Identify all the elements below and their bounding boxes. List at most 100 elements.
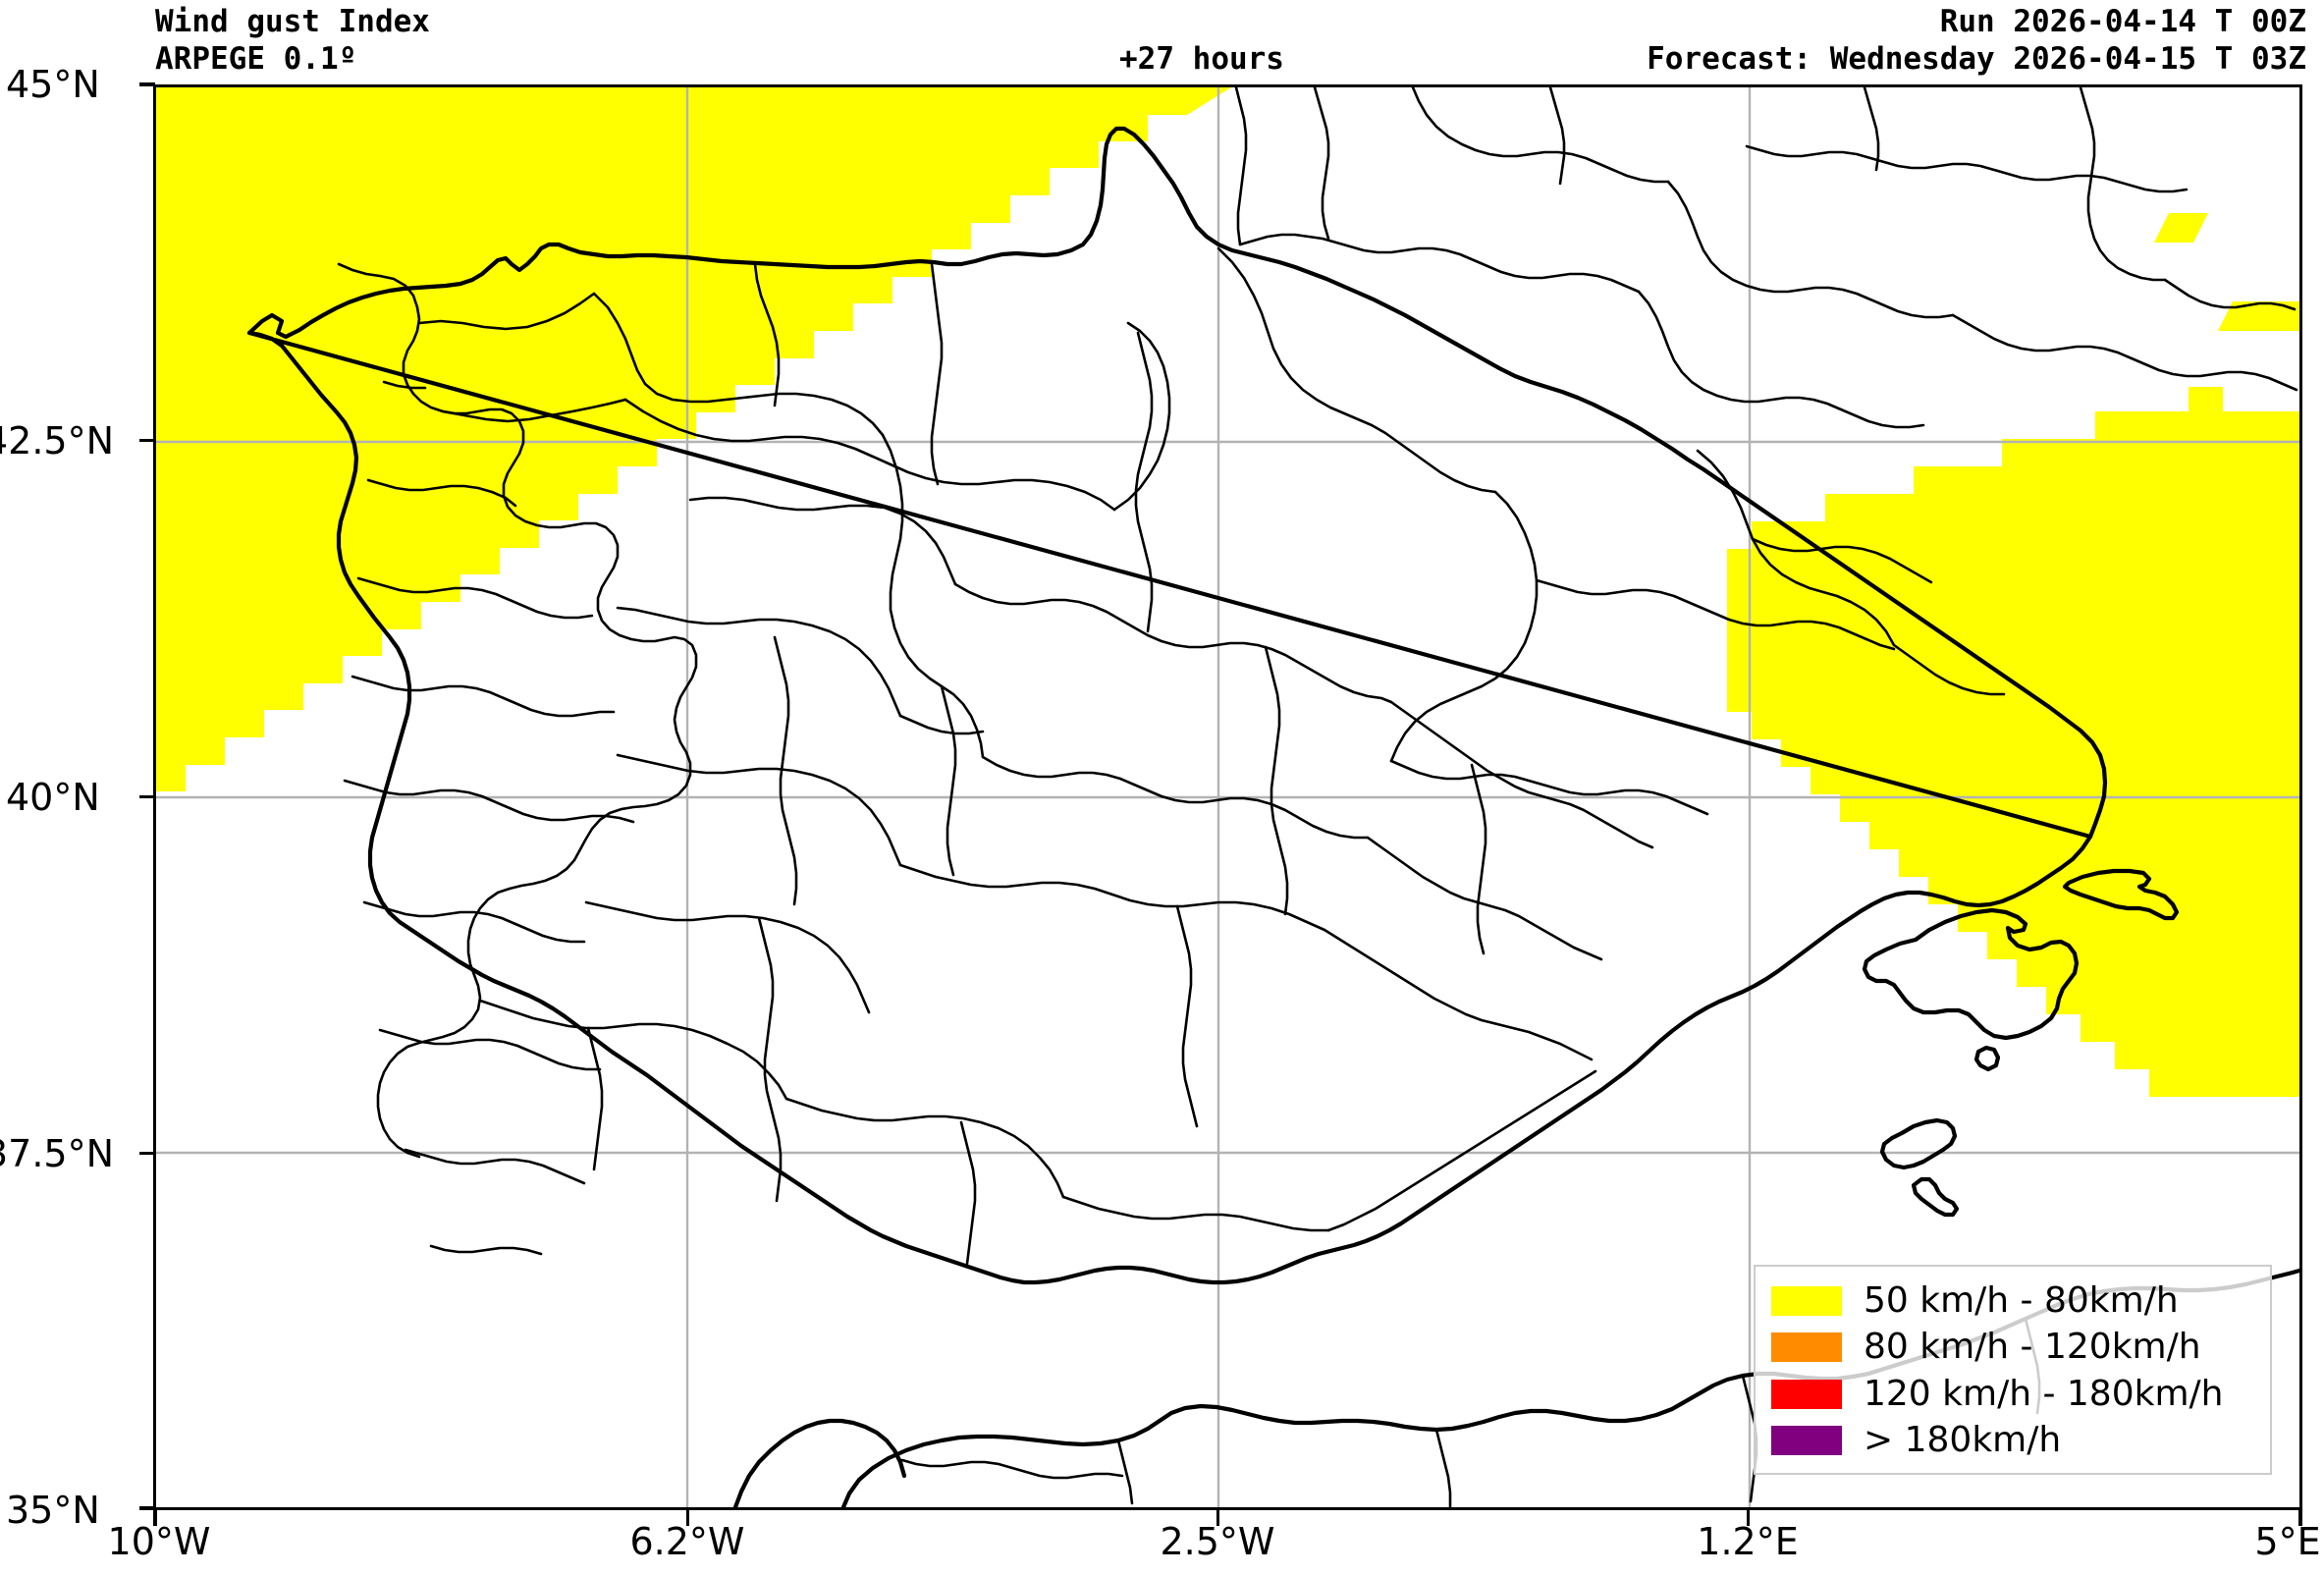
province-boundary-andalucia-2 [784, 1097, 1065, 1199]
x-tick-mark-5e [2298, 1510, 2302, 1526]
wind-gust-legend: 50 km/h - 80km/h 80 km/h - 120km/h 120 k… [1754, 1265, 2272, 1475]
province-boundary-andalucia-4 [898, 863, 1326, 932]
province-boundary-andalucia-1 [478, 999, 788, 1101]
province-boundary-portugal-5 [343, 779, 635, 824]
province-boundary-valencia-2 [1366, 836, 1603, 961]
province-boundary-castilla-8 [930, 262, 944, 486]
model-name-label: ARPEGE 0.1º [155, 41, 357, 77]
legend-swatch-50-80 [1771, 1286, 1842, 1316]
y-tick-label-45n: 45°N [6, 63, 100, 106]
province-boundary-france-5 [1548, 87, 1566, 186]
province-boundary-france-4 [1951, 313, 2298, 392]
gust-layer-50-80 [156, 87, 2299, 1097]
legend-item-120-180[interactable]: 120 km/h - 180km/h [1771, 1372, 2256, 1417]
legend-label-gt-180: > 180km/h [1864, 1419, 2062, 1460]
province-boundary-france-11 [1238, 233, 1641, 294]
x-tick-mark-2-5w [1216, 1510, 1219, 1526]
legend-item-50-80[interactable]: 50 km/h - 80km/h [1771, 1278, 2256, 1324]
province-boundary-catalonia-3 [1892, 643, 2006, 696]
legend-swatch-gt-180 [1771, 1425, 1842, 1455]
y-tick-mark-40n [139, 795, 155, 798]
legend-swatch-80-120 [1771, 1332, 1842, 1363]
legend-label-50-80: 50 km/h - 80km/h [1864, 1280, 2179, 1321]
province-boundary-morocco-1 [1116, 1439, 1134, 1505]
legend-label-80-120: 80 km/h - 120km/h [1864, 1327, 2201, 1368]
province-boundary-morocco-2 [1434, 1428, 1452, 1507]
y-tick-label-35n: 35°N [6, 1489, 100, 1532]
forecast-valid-label: Forecast: Wednesday 2026-04-15 T 03Z [1647, 41, 2306, 77]
province-boundary-murcia-2 [1326, 1069, 1597, 1232]
province-boundary-france-9 [2163, 278, 2297, 311]
legend-label-120-180: 120 km/h - 180km/h [1864, 1373, 2224, 1414]
province-boundary-basque-navarra [1112, 321, 1171, 512]
province-boundary-andalucia-7 [757, 916, 783, 1203]
coastline-formentera [1911, 1176, 1960, 1218]
province-boundary-pyrenees-1 [1216, 246, 1497, 494]
province-boundary-andalucia-3 [1061, 1195, 1330, 1232]
province-boundary-andalucia-6 [1175, 904, 1199, 1128]
province-boundary-aragon-2 [1389, 759, 1709, 816]
province-boundary-layer [337, 87, 2298, 1507]
province-boundary-portugal-6 [362, 900, 586, 944]
y-tick-mark-35n [139, 1506, 155, 1510]
province-boundary-castilla-12 [1264, 645, 1289, 916]
province-boundary-aragon-1 [1389, 490, 1539, 763]
y-tick-label-40n: 40°N [6, 776, 100, 819]
gust-area-cantabrian-coast [368, 250, 431, 280]
y-tick-mark-42-5n [139, 439, 155, 442]
province-boundary-galicia-2 [441, 398, 627, 423]
province-boundary-castilla-4 [953, 582, 1393, 704]
province-boundary-castilla-9 [1134, 331, 1154, 633]
x-tick-label-10w: 10°W [107, 1520, 211, 1563]
y-tick-label-37-5n: 37.5°N [0, 1132, 115, 1175]
province-boundary-andalucia-8 [586, 1026, 604, 1171]
province-boundary-castilla-1 [881, 433, 985, 759]
province-boundary-portugal-1 [382, 380, 427, 390]
province-boundary-castilla-2 [688, 496, 957, 586]
x-tick-mark-10w [153, 1510, 157, 1526]
map-header: Wind gust Index ARPEGE 0.1º +27 hours Ru… [0, 0, 2324, 84]
page-title: Wind gust Index [155, 4, 430, 39]
lead-time-label: +27 hours [1119, 41, 1284, 77]
province-boundary-aragon-3 [1535, 578, 1896, 651]
province-boundary-castilla-5 [981, 755, 1370, 840]
coastline-menorca [2062, 868, 2180, 921]
x-tick-mark-1-2e [1747, 1510, 1750, 1526]
coastline-cabrera [1973, 1045, 2001, 1072]
province-boundary-castilla-11 [773, 635, 798, 906]
province-boundary-extremadura-1 [616, 753, 902, 867]
province-boundary-france-1 [1234, 87, 1248, 246]
x-tick-label-6-2w: 6.2°W [629, 1520, 745, 1563]
legend-item-80-120[interactable]: 80 km/h - 120km/h [1771, 1325, 2256, 1370]
x-tick-label-1-2e: 1.2°E [1697, 1520, 1799, 1563]
map-svg [156, 87, 2299, 1507]
province-boundary-france-8 [2079, 87, 2167, 282]
x-tick-label-5e: 5°E [2254, 1520, 2321, 1563]
province-boundary-castilla-3 [616, 606, 902, 718]
province-boundary-portugal-3 [356, 576, 594, 620]
coastline-morocco-cape [732, 1418, 907, 1507]
province-boundary-france-3 [1666, 180, 1955, 319]
run-time-label: Run 2026-04-14 T 00Z [1939, 4, 2306, 39]
gust-area-mediterranean-catalonia [1727, 387, 2299, 1097]
coastline-ibiza [1879, 1117, 1958, 1170]
province-boundary-valencia-1 [1389, 700, 1654, 849]
gust-area-south-france-2 [2218, 301, 2299, 331]
legend-item-gt-180[interactable]: > 180km/h [1771, 1418, 2256, 1463]
x-tick-mark-6-2w [686, 1510, 689, 1526]
province-boundary-andalucia-5 [959, 1120, 977, 1266]
x-tick-label-2-5w: 2.5°W [1160, 1520, 1275, 1563]
province-boundary-france-7 [1863, 87, 1880, 172]
coastline-iberia-med-south [246, 330, 2093, 1285]
y-tick-label-42-5n: 42.5°N [0, 419, 115, 462]
coastline-mallorca [1862, 907, 2080, 1041]
province-boundary-cantabrian-south [623, 398, 1116, 512]
province-boundary-portugal-2 [366, 478, 517, 508]
province-boundary-morocco-5 [900, 1458, 1124, 1480]
gust-area-atlantic-nw [156, 87, 1231, 791]
y-tick-mark-45n [139, 82, 155, 86]
province-boundary-castilla-10 [940, 684, 957, 877]
province-boundary-castilla-13 [1470, 763, 1487, 955]
province-boundary-portugal-7 [378, 1028, 602, 1071]
province-boundary-extremadura-2 [584, 900, 871, 1014]
